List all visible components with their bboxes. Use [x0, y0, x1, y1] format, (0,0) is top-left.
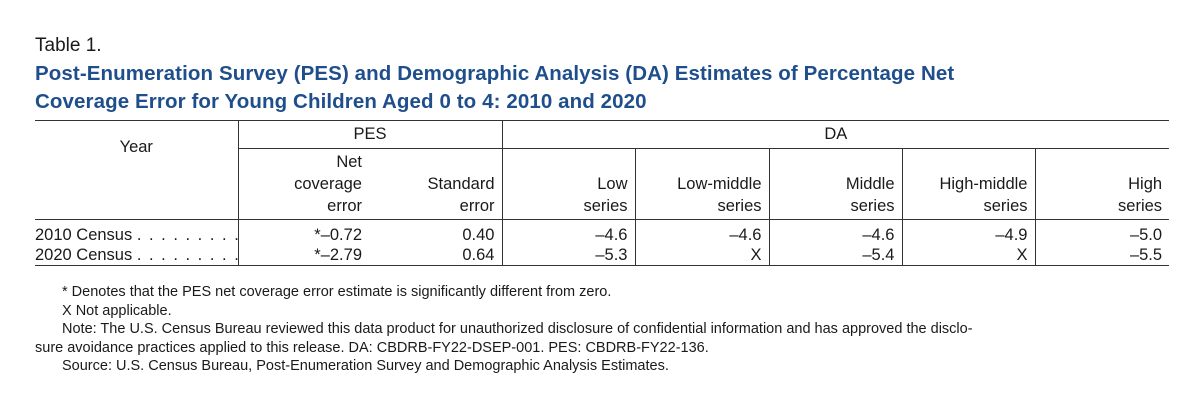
low-series-header: Low series: [502, 148, 636, 220]
disclosure-note-line-1: Note: The U.S. Census Bureau reviewed th…: [62, 321, 973, 337]
table-title: Post-Enumeration Survey (PES) and Demogr…: [35, 60, 1169, 116]
low-series-cell: –5.3: [502, 245, 636, 266]
year-cell: 2010 Census . . . . . . . . .: [35, 219, 239, 245]
table-notes: * Denotes that the PES net coverage erro…: [35, 283, 1169, 376]
middle-series-header: Middle series: [769, 148, 903, 220]
standard-error-header: Standard error: [369, 148, 503, 220]
middle-series-cell: –5.4: [769, 245, 903, 266]
high-series-header: High series: [1035, 148, 1170, 220]
asterisk-note: * Denotes that the PES net coverage erro…: [62, 284, 612, 300]
middle-series-header-line-1: Middle: [845, 175, 895, 193]
dot-leader: . . . . . . . . .: [136, 226, 238, 244]
middle-series-header-line-2: series: [850, 197, 895, 215]
pes-group-header: PES: [238, 120, 503, 149]
table-row-2020: 2020 Census . . . . . . . . . *–2.79 0.6…: [35, 245, 1170, 266]
low-series-cell: –4.6: [502, 219, 636, 245]
high-series-header-line-2: series: [1118, 197, 1163, 215]
year-column-header: Year: [35, 120, 239, 220]
net-coverage-error-cell: *–0.72: [314, 226, 362, 244]
low-series-header-line-1: Low: [597, 175, 628, 193]
not-applicable-note: X Not applicable.: [62, 302, 172, 319]
coverage-error-table: Year PES DA Net coverage error Standard …: [35, 120, 1170, 266]
low-middle-series-cell: –4.6: [635, 219, 770, 245]
standard-error-header-line-2: error: [459, 197, 495, 215]
da-group-header: DA: [502, 120, 1170, 149]
table-number: Table 1.: [35, 35, 102, 56]
disclosure-note-line-2: sure avoidance practices applied to this…: [35, 339, 709, 356]
year-cell: 2020 Census . . . . . . . . .: [35, 245, 239, 266]
standard-error-cell: 0.40: [369, 219, 503, 245]
table-container: Table 1. Post-Enumeration Survey (PES) a…: [35, 34, 1170, 376]
high-middle-series-header-line-2: series: [983, 197, 1028, 215]
low-middle-series-cell: X: [635, 245, 770, 266]
net-coverage-error-header-line-3: error: [327, 197, 362, 215]
standard-error-cell: 0.64: [369, 245, 503, 266]
low-middle-series-header: Low-middle series: [635, 148, 770, 220]
low-middle-series-header-line-1: Low-middle: [677, 175, 762, 193]
middle-series-cell: –4.6: [769, 219, 903, 245]
high-middle-series-header: High-middle series: [902, 148, 1036, 220]
year-label: 2010 Census: [35, 226, 133, 244]
high-series-cell: –5.5: [1035, 245, 1170, 266]
high-series-cell: –5.0: [1129, 226, 1163, 244]
high-middle-series-header-line-1: High-middle: [939, 175, 1028, 193]
source-note: Source: U.S. Census Bureau, Post-Enumera…: [62, 358, 669, 374]
low-series-header-line-2: series: [583, 197, 628, 215]
dot-leader: . . . . . . . . .: [136, 246, 238, 264]
table-row-2010: 2010 Census . . . . . . . . . *–0.72 0.4…: [35, 219, 1169, 245]
low-middle-series-header-line-2: series: [717, 197, 762, 215]
net-coverage-error-header-line-1: Net: [336, 153, 362, 171]
high-series-header-line-1: High: [1128, 175, 1163, 193]
net-coverage-error-header-line-2: coverage: [294, 175, 362, 193]
standard-error-header-line-1: Standard: [427, 175, 495, 193]
high-middle-series-cell: –4.9: [902, 219, 1036, 245]
net-coverage-error-cell: *–2.79: [238, 245, 369, 266]
table-title-line-2: Coverage Error for Young Children Aged 0…: [35, 90, 647, 113]
net-coverage-error-header: Net coverage error: [238, 148, 369, 220]
table-title-line-1: Post-Enumeration Survey (PES) and Demogr…: [35, 62, 955, 85]
high-middle-series-cell: X: [902, 245, 1036, 266]
year-label: 2020 Census: [35, 246, 133, 264]
